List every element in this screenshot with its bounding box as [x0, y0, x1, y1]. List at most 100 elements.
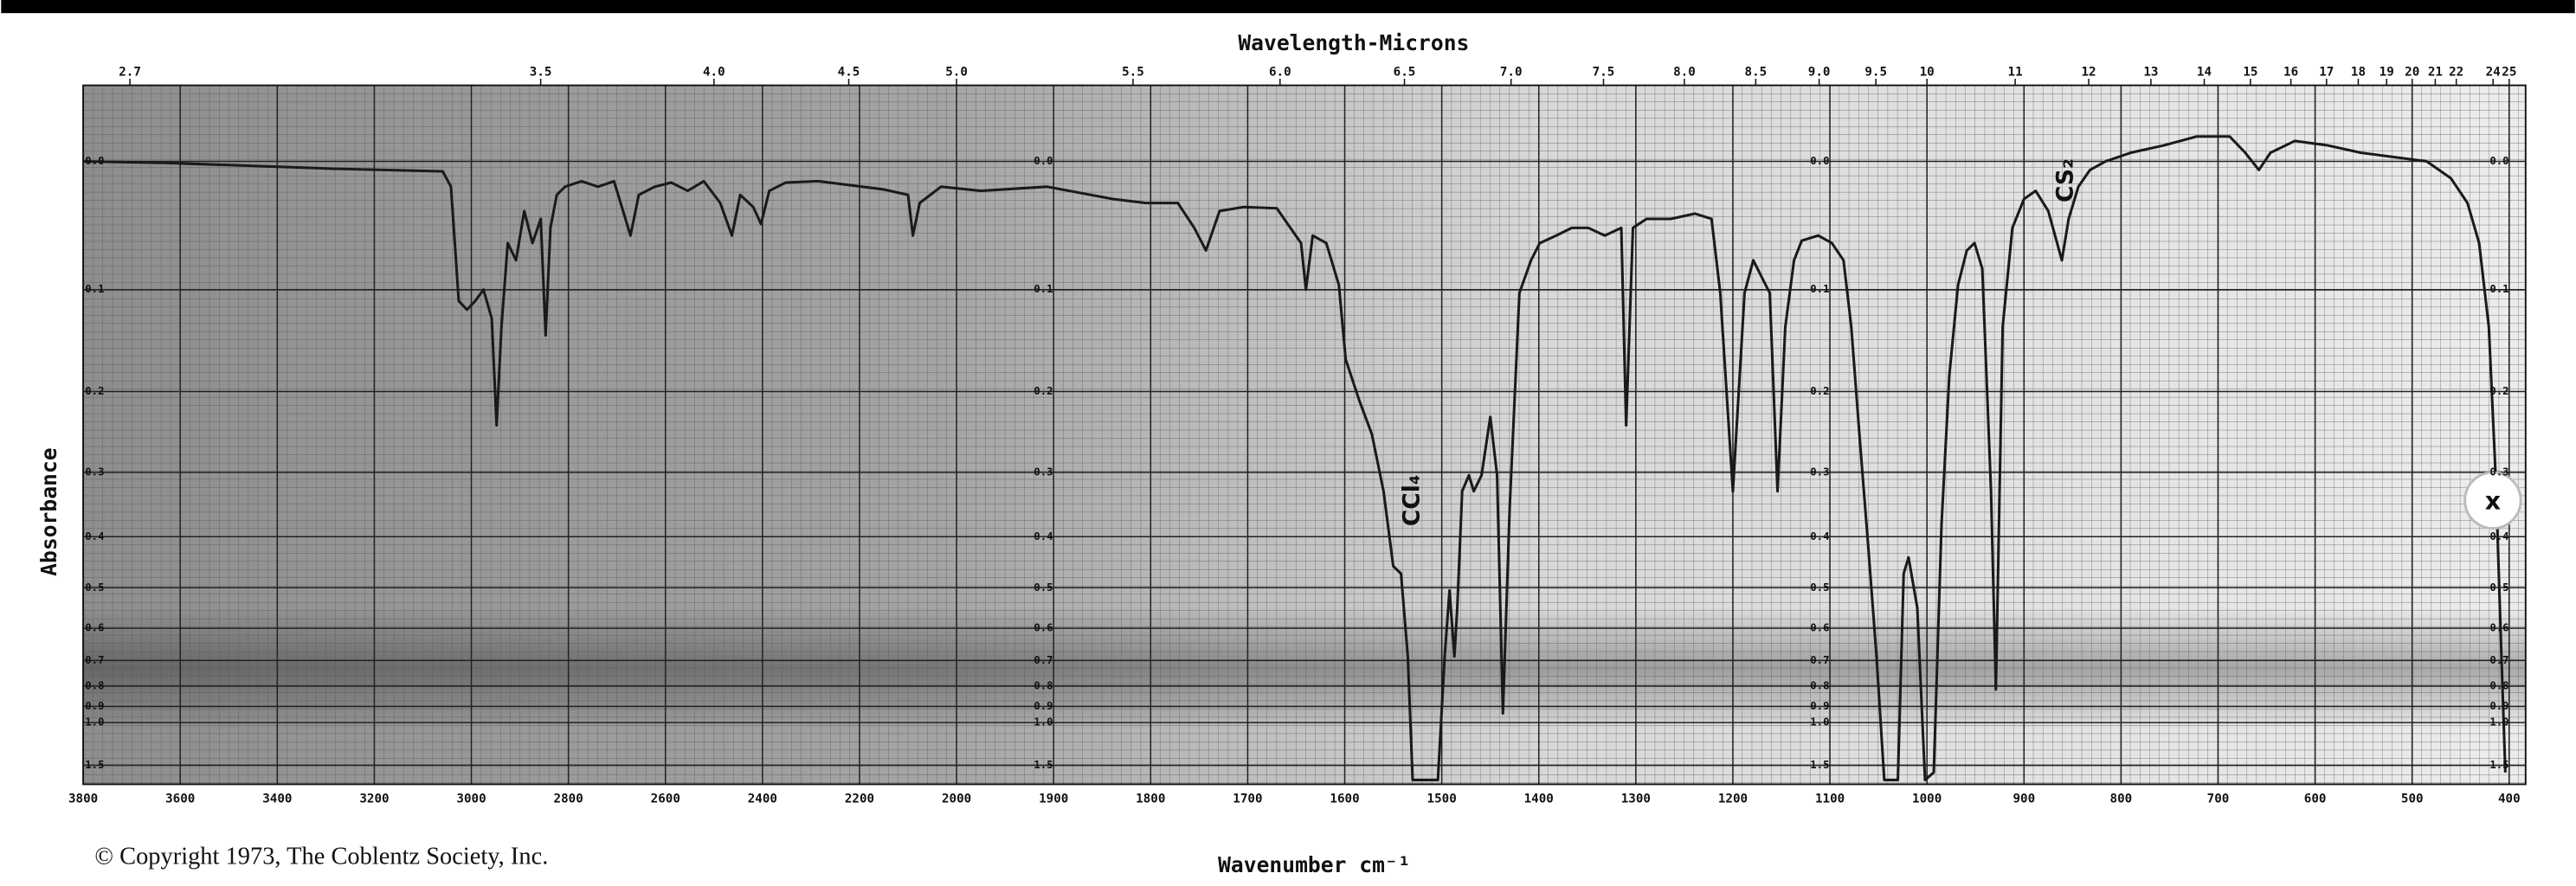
x-tick-label: 2600	[651, 792, 680, 806]
y-tick-label: 0.2	[85, 385, 104, 397]
y-tick-label: 0.0	[1034, 155, 1053, 167]
x-tick-label: 600	[2304, 792, 2327, 806]
y-tick-label: 0.9	[1810, 700, 1829, 712]
x-tick-label: 500	[2401, 792, 2424, 806]
x-tick-label: 1400	[1524, 792, 1554, 806]
top-tick-label: 7.5	[1593, 65, 1615, 79]
x-tick-label: 1900	[1039, 792, 1068, 806]
y-tick-label: 1.5	[1810, 759, 1829, 771]
x-tick-label: 400	[2498, 792, 2521, 806]
close-button-circle[interactable]	[2463, 471, 2522, 530]
top-tick-label: 9.5	[1864, 65, 1887, 79]
y-tick-label: 1.0	[1034, 716, 1053, 729]
top-tick-label: 17	[2319, 65, 2334, 79]
top-tick-label: 6.5	[1394, 65, 1416, 79]
x-tick-label: 3200	[359, 792, 389, 806]
trace	[83, 135, 2507, 781]
x-tick-label: 1300	[1621, 792, 1651, 806]
top-tick-label: 8.0	[1673, 65, 1696, 79]
top-tick-label: 21	[2428, 65, 2443, 79]
y-tick-label: 0.3	[85, 465, 104, 478]
y-tick-label: 1.5	[1034, 759, 1053, 771]
x-tick-label: 1100	[1815, 792, 1845, 806]
y-tick-label: 0.8	[85, 679, 104, 691]
y-tick-label: 0.3	[1810, 465, 1829, 478]
y-tick-label: 0.1	[85, 283, 104, 295]
y-tick-label: 0.2	[2489, 385, 2508, 397]
top-tick-label: 20	[2405, 65, 2419, 79]
y-tick-label: 1.5	[2489, 759, 2508, 771]
x-tick-label: 2000	[942, 792, 971, 806]
top-tick-label: 8.5	[1745, 65, 1768, 79]
y-tick-label: 0.4	[1810, 530, 1829, 543]
y-tick-label: 1.0	[85, 716, 104, 729]
y-tick-label: 0.5	[1034, 581, 1053, 594]
top-tick-label: 16	[2283, 65, 2298, 79]
y-tick-label: 0.9	[2489, 700, 2508, 712]
annotation: CCl₄	[1399, 475, 1426, 527]
y-tick-label: 0.8	[1034, 679, 1053, 691]
top-tick-label: 14	[2197, 65, 2212, 79]
y-tick-label: 0.3	[2489, 465, 2508, 478]
minor-grid	[83, 85, 2526, 785]
y-tick-label: 0.6	[2489, 622, 2508, 634]
top-tick-label: 25	[2502, 65, 2516, 79]
top-tick-label: 15	[2243, 65, 2257, 79]
y-tick-label: 0.1	[1034, 283, 1053, 295]
y-tick-label: 0.7	[2489, 654, 2508, 666]
top-tick-label: 24	[2486, 65, 2501, 79]
y-tick-label: 0.9	[1034, 700, 1053, 712]
annotation: CS₂	[2051, 158, 2078, 202]
y-tick-label: 1.5	[85, 759, 104, 771]
x-tick-label: 1000	[1912, 792, 1942, 806]
y-tick-label: 0.2	[1034, 385, 1053, 397]
copyright: © Copyright 1973, The Coblentz Society, …	[94, 843, 548, 870]
top-tick-label: 2.7	[119, 65, 141, 79]
close-button-label[interactable]: x	[2485, 486, 2501, 515]
x-tick-label: 2200	[845, 792, 874, 806]
grid	[82, 85, 2526, 785]
x-tick-label: 3800	[68, 792, 98, 806]
y-tick-label: 0.7	[1810, 654, 1829, 666]
top-tick-label: 5.0	[945, 65, 968, 79]
plot-frame	[82, 84, 2527, 786]
top-tick-label: 13	[2143, 65, 2158, 79]
spectrum-line	[83, 135, 2507, 781]
top-tick-label: 9.0	[1808, 65, 1831, 79]
y-tick-label: 0.5	[1810, 581, 1829, 594]
top-tick-label: 19	[2380, 65, 2394, 79]
x-tick-label: 3000	[456, 792, 486, 806]
y-tick-label: 0.4	[2489, 530, 2508, 543]
y-tick-label: 0.7	[1034, 654, 1053, 666]
y-tick-label: 0.4	[85, 530, 104, 543]
top-axis-title: Wavelength-Microns	[1238, 30, 1469, 55]
top-tick-label: 5.5	[1122, 65, 1144, 79]
close-button[interactable]: x	[2463, 471, 2522, 530]
y-tick-label: 0.8	[1810, 679, 1829, 691]
y-tick-label: 1.0	[1810, 716, 1829, 729]
y-tick-label: 0.2	[1810, 385, 1829, 397]
y-tick-label: 0.0	[2489, 155, 2508, 167]
x-tick-label: 1800	[1136, 792, 1165, 806]
x-tick-label: 3600	[165, 792, 195, 806]
x-tick-label: 2400	[748, 792, 777, 806]
top-tick-label: 11	[2008, 65, 2023, 79]
y-tick-label: 0.4	[1034, 530, 1053, 543]
y-tick-label: 0.5	[85, 581, 104, 594]
x-tick-label: 2800	[554, 792, 583, 806]
y-tick-label: 0.6	[1034, 622, 1053, 634]
y-tick-label: 0.7	[85, 654, 104, 666]
y-tick-label: 0.0	[85, 155, 104, 167]
x-tick-label: 700	[2207, 792, 2230, 806]
y-tick-label: 0.0	[1810, 155, 1829, 167]
y-tick-label: 0.5	[2489, 581, 2508, 594]
y-tick-label: 1.0	[2489, 716, 2508, 729]
y-axis-title: Absorbance	[36, 447, 61, 575]
y-tick-label: 0.9	[85, 700, 104, 712]
x-tick-label: 800	[2110, 792, 2133, 806]
scan-edge	[1, 0, 2575, 14]
y-tick-label: 0.6	[1810, 622, 1829, 634]
top-tick-label: 10	[1920, 65, 1935, 79]
